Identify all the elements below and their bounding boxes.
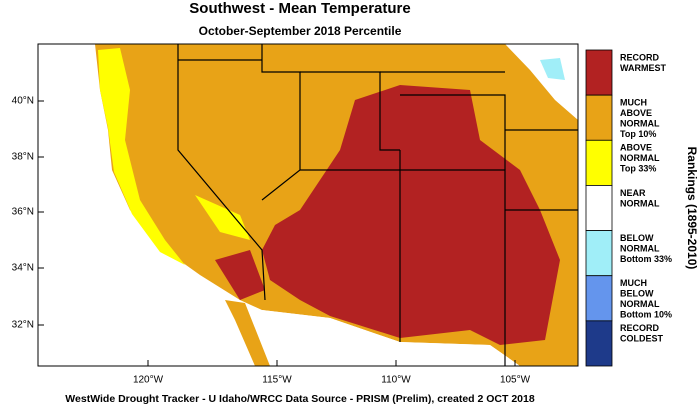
lat-label: 38°N bbox=[12, 152, 34, 163]
legend-swatch bbox=[585, 49, 613, 96]
legend-label: ABOVE bbox=[620, 108, 652, 118]
legend-label: Top 33% bbox=[620, 164, 656, 174]
legend-label: ABOVE bbox=[620, 143, 652, 153]
map bbox=[37, 43, 579, 367]
legend-label: BELOW bbox=[620, 289, 654, 299]
state-borders bbox=[177, 44, 578, 366]
lon-label: 110°W bbox=[381, 375, 411, 386]
lon-label: 105°W bbox=[500, 375, 531, 386]
legend-label: BELOW bbox=[620, 233, 654, 243]
legend-label: NORMAL bbox=[620, 198, 660, 208]
legend-swatch bbox=[585, 185, 613, 231]
legend-swatch bbox=[585, 275, 613, 322]
map-frame bbox=[37, 43, 579, 367]
title: Southwest - Mean Temperature bbox=[189, 0, 410, 17]
legend-label: NORMAL bbox=[620, 119, 660, 129]
legend-label: RECORD bbox=[620, 52, 660, 62]
lon-label: 120°W bbox=[133, 375, 164, 386]
legend-label: WARMEST bbox=[620, 63, 667, 73]
legend-swatch bbox=[585, 94, 613, 141]
legend-label: MUCH bbox=[620, 98, 647, 108]
legend-label: Bottom 10% bbox=[620, 310, 672, 320]
legend-label: Bottom 33% bbox=[620, 254, 672, 264]
above-normal-area bbox=[195, 195, 250, 240]
lat-label: 36°N bbox=[12, 207, 34, 218]
legend-label: NORMAL bbox=[620, 153, 660, 163]
lon-label: 115°W bbox=[262, 375, 292, 386]
baja bbox=[225, 300, 270, 366]
legend-swatch bbox=[585, 320, 613, 367]
legend-label: COLDEST bbox=[620, 334, 664, 344]
record-warm-area bbox=[262, 85, 560, 345]
legend-label: NEAR bbox=[620, 188, 646, 198]
lat-labels: 40°N 38°N 36°N 34°N 32°N bbox=[12, 96, 44, 331]
legend-label: MUCH bbox=[620, 278, 647, 288]
lat-label: 40°N bbox=[12, 96, 34, 107]
legend-swatch bbox=[585, 230, 613, 277]
legend-label: Top 10% bbox=[620, 129, 656, 139]
below-normal-area bbox=[540, 58, 565, 80]
subtitle: October-September 2018 Percentile bbox=[199, 24, 402, 38]
lat-label: 32°N bbox=[12, 320, 34, 331]
record-warm-area bbox=[215, 250, 265, 300]
legend-label: RECORD bbox=[620, 323, 660, 333]
legend-label: NORMAL bbox=[620, 243, 660, 253]
legend-swatch bbox=[585, 139, 613, 186]
legend-title: Rankings (1895-2010) bbox=[685, 147, 699, 270]
above-normal-area bbox=[98, 48, 185, 265]
lat-label: 34°N bbox=[12, 263, 34, 274]
footer: WestWide Drought Tracker - U Idaho/WRCC … bbox=[65, 393, 535, 405]
mexico bbox=[240, 310, 520, 366]
legend-label: NORMAL bbox=[620, 299, 660, 309]
lon-labels: 120°W 115°W 110°W 105°W bbox=[133, 360, 531, 386]
